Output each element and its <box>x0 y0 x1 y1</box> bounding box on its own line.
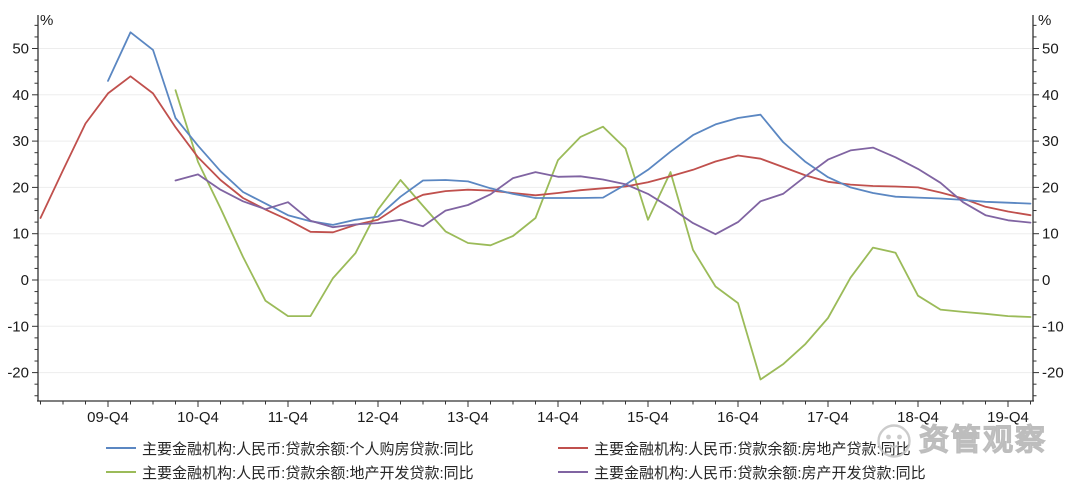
svg-text:12-Q4: 12-Q4 <box>357 409 399 426</box>
legend: 主要金融机构:人民币:贷款余额:个人购房贷款:同比 主要金融机构:人民币:贷款余… <box>106 438 926 482</box>
svg-text:19-Q4: 19-Q4 <box>987 409 1029 426</box>
legend-swatch-real-estate-loan <box>558 447 588 449</box>
series-lines <box>39 31 1032 381</box>
svg-text:50: 50 <box>1042 41 1059 58</box>
series-line-real-estate-loan <box>39 75 1032 234</box>
legend-label: 主要金融机构:人民币:贷款余额:个人购房贷款:同比 <box>142 440 474 458</box>
legend-item-real-estate-loan: 主要金融机构:人民币:贷款余额:房地产贷款:同比 <box>558 438 926 458</box>
legend-swatch-personal-housing-loan <box>106 447 136 449</box>
legend-item-personal-housing-loan: 主要金融机构:人民币:贷款余额:个人购房贷款:同比 <box>106 438 558 458</box>
svg-text:09-Q4: 09-Q4 <box>87 409 129 426</box>
svg-text:40: 40 <box>12 87 29 104</box>
series-line-land-development-loan <box>174 89 1032 381</box>
legend-item-land-development-loan: 主要金融机构:人民币:贷款余额:地产开发贷款:同比 <box>106 462 558 482</box>
svg-text:13-Q4: 13-Q4 <box>447 409 489 426</box>
svg-text:11-Q4: 11-Q4 <box>268 409 309 426</box>
svg-text:30: 30 <box>12 133 29 150</box>
svg-text:14-Q4: 14-Q4 <box>537 409 579 426</box>
svg-text:10: 10 <box>12 226 29 243</box>
legend-label: 主要金融机构:人民币:贷款余额:房地产贷款:同比 <box>594 440 911 458</box>
svg-text:16-Q4: 16-Q4 <box>717 409 759 426</box>
svg-text:20: 20 <box>1042 179 1059 196</box>
series-line-housing-development-loan <box>174 146 1032 236</box>
axis-labels: 50 50 40 40 30 30 20 20 10 10 0 0 -10 -10 -20 -20 09-Q4 1… <box>7 41 1063 427</box>
legend-label: 主要金融机构:人民币:贷款余额:地产开发贷款:同比 <box>142 464 474 482</box>
svg-text:10-Q4: 10-Q4 <box>177 409 219 426</box>
legend-swatch-land-development-loan <box>106 471 136 473</box>
y-axis-unit-right: % <box>1038 12 1052 29</box>
legend-swatch-housing-development-loan <box>558 471 588 473</box>
svg-text:-20: -20 <box>1042 365 1064 382</box>
svg-text:15-Q4: 15-Q4 <box>627 409 669 426</box>
svg-text:40: 40 <box>1042 87 1059 104</box>
series-line-personal-housing-loan <box>107 31 1032 226</box>
y-axis-unit-left: % <box>40 12 54 29</box>
svg-text:17-Q4: 17-Q4 <box>807 409 849 426</box>
svg-text:-20: -20 <box>7 365 29 382</box>
svg-text:30: 30 <box>1042 133 1059 150</box>
gridlines <box>38 48 1033 374</box>
svg-text:-10: -10 <box>7 318 29 335</box>
svg-text:18-Q4: 18-Q4 <box>897 409 939 426</box>
svg-text:-10: -10 <box>1042 318 1064 335</box>
legend-item-housing-development-loan: 主要金融机构:人民币:贷款余额:房产开发贷款:同比 <box>558 462 926 482</box>
tick-marks <box>32 24 1039 407</box>
axes <box>37 15 1034 402</box>
svg-text:0: 0 <box>1042 272 1050 289</box>
legend-label: 主要金融机构:人民币:贷款余额:房产开发贷款:同比 <box>594 464 926 482</box>
svg-text:50: 50 <box>12 41 29 58</box>
svg-text:10: 10 <box>1042 226 1059 243</box>
svg-text:0: 0 <box>21 272 29 289</box>
svg-text:20: 20 <box>12 179 29 196</box>
